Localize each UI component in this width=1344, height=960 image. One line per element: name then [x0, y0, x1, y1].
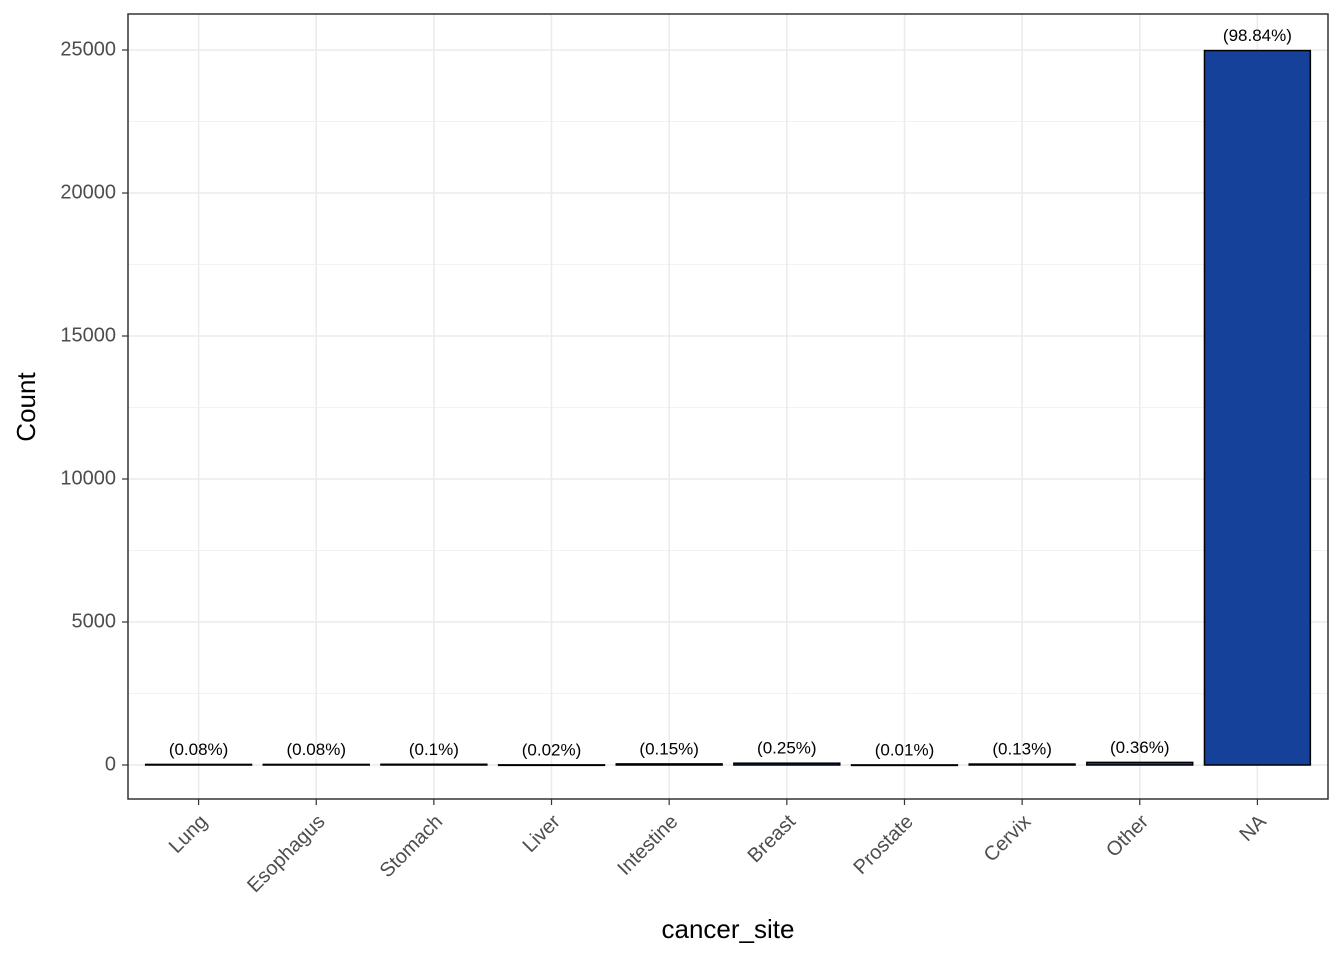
data-label: (0.25%)	[757, 739, 817, 758]
bar	[968, 763, 1076, 766]
data-label: (0.08%)	[286, 740, 346, 759]
bar	[262, 763, 370, 766]
bar	[380, 763, 488, 766]
data-label: (0.15%)	[639, 739, 699, 758]
y-axis-title: Count	[11, 372, 41, 442]
data-label: (0.08%)	[169, 740, 229, 759]
y-tick-label: 10000	[60, 467, 116, 489]
bar	[144, 763, 253, 766]
panel-border	[127, 13, 1329, 800]
bar	[850, 764, 959, 767]
x-axis-title: cancer_site	[662, 914, 795, 944]
y-tick-label: 0	[105, 753, 116, 775]
y-tick-label: 15000	[60, 324, 116, 346]
data-label: (0.13%)	[992, 740, 1052, 759]
bar	[615, 763, 723, 766]
y-tick-label: 5000	[72, 610, 117, 632]
y-tick-label: 20000	[60, 181, 116, 203]
bar	[1086, 761, 1194, 766]
data-label: (0.36%)	[1110, 738, 1170, 757]
bar	[1203, 49, 1312, 766]
data-label: (0.01%)	[875, 740, 935, 759]
y-tick-label: 25000	[60, 38, 116, 60]
data-label: (0.1%)	[409, 740, 459, 759]
bar	[497, 764, 606, 767]
data-label: (98.84%)	[1223, 26, 1292, 45]
bar	[733, 762, 841, 766]
data-label: (0.02%)	[522, 740, 582, 759]
